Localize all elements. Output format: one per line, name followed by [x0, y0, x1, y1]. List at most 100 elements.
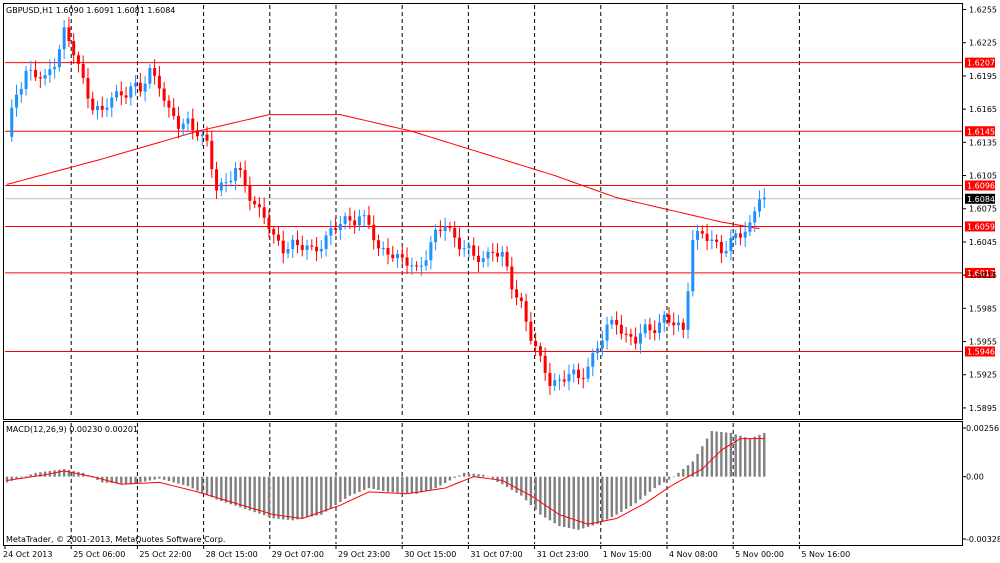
candle-body	[91, 98, 95, 111]
candle-body	[434, 229, 438, 243]
macd-bar	[143, 476, 147, 482]
candle-body	[148, 68, 152, 84]
candle-body	[43, 75, 47, 79]
candle-body	[686, 291, 690, 330]
candle-body	[315, 246, 319, 252]
candle-body	[372, 224, 376, 241]
time-axis: 24 Oct 2013 25 Oct 06:00 25 Oct 22:00 28 Oc…	[3, 545, 850, 559]
macd-bar	[701, 446, 704, 477]
price-tick-label: 1.6015	[969, 271, 997, 280]
candle-body	[115, 91, 119, 98]
candle-body	[234, 168, 238, 181]
macd-bar	[748, 438, 752, 477]
macd-bar	[410, 476, 414, 494]
candle-body	[572, 369, 576, 375]
macd-bar	[305, 476, 309, 518]
candle-body	[15, 94, 19, 108]
candle-body	[124, 95, 128, 98]
candle-body	[196, 130, 199, 137]
candle-body	[491, 251, 495, 253]
macd-bar	[343, 476, 347, 499]
price-tick-label: 1.6105	[969, 172, 997, 181]
macd-bar	[520, 476, 523, 496]
macd-tick-label: -0.00328	[966, 535, 1000, 544]
macd-bar	[715, 431, 718, 477]
macd-bar	[453, 476, 456, 478]
candle-body	[376, 240, 380, 249]
macd-bar	[134, 476, 137, 484]
macd-bar	[424, 476, 428, 491]
macd-bar	[267, 476, 271, 517]
macd-bar	[463, 472, 466, 477]
candle-body	[677, 322, 681, 326]
candle-body	[319, 249, 323, 252]
macd-bar	[591, 476, 594, 526]
macd-bar	[339, 476, 342, 502]
candle-body	[276, 234, 280, 241]
macd-bar	[653, 476, 656, 489]
macd-bar	[286, 476, 290, 520]
macd-bar	[205, 476, 209, 496]
candle-body	[324, 235, 328, 250]
candle-body	[129, 86, 133, 98]
signal-path	[6, 438, 765, 525]
candle-body	[638, 333, 642, 344]
macd-bar	[196, 476, 199, 491]
macd-bar	[401, 476, 404, 493]
macd-bar	[539, 476, 542, 515]
candle-body	[391, 254, 395, 259]
candle-body	[186, 118, 190, 124]
macd-bar	[20, 476, 23, 478]
macd-bar	[262, 476, 266, 516]
candle-body	[334, 228, 338, 230]
macd-bar	[696, 453, 699, 477]
candle-body	[305, 245, 309, 250]
macd-bar	[148, 476, 152, 481]
macd-bar	[643, 476, 647, 496]
candle-body	[486, 251, 490, 259]
macd-bar	[753, 436, 756, 477]
macd-bar	[239, 476, 242, 508]
macd-bar	[624, 476, 628, 509]
horizontal-levels[interactable]	[5, 62, 962, 352]
macd-bar	[253, 476, 256, 513]
macd-bar	[743, 437, 747, 477]
macd-bar	[120, 476, 123, 484]
candle-body	[453, 228, 457, 238]
macd-bar	[296, 476, 299, 520]
candle-body	[243, 170, 247, 186]
candle-body	[681, 322, 685, 330]
candle-body	[553, 380, 557, 386]
candle-body	[467, 245, 471, 249]
macd-bar	[477, 474, 480, 477]
candle-body	[519, 297, 523, 302]
candle-body	[472, 245, 476, 256]
macd-bar	[177, 476, 180, 484]
price-tick-label: 1.6045	[969, 238, 997, 247]
candle-body	[457, 237, 461, 250]
candle-body	[396, 254, 400, 259]
candle-body	[10, 107, 14, 137]
macd-bar	[682, 469, 685, 477]
macd-bar	[620, 476, 623, 512]
price-axis: 1.6207 1.6145 1.6096 1.6059 1.6017 1.5946 1.60…	[962, 6, 1000, 544]
macd-bar	[220, 476, 223, 502]
macd-bar	[634, 476, 637, 504]
macd-bar	[105, 476, 109, 483]
macd-bar	[320, 476, 323, 515]
candle-body	[738, 233, 742, 238]
candle-body	[205, 134, 209, 141]
candle-body	[624, 333, 628, 335]
macd-bar	[672, 476, 675, 478]
macd-bar	[710, 431, 714, 477]
time-tick-label: 28 Oct 15:00	[206, 550, 258, 559]
level-price-tag	[965, 180, 995, 191]
time-tick-label: 5 Nov 00:00	[735, 550, 784, 559]
candle-body	[48, 69, 52, 76]
macd-bar	[315, 476, 318, 516]
macd-bar	[201, 476, 204, 493]
candle-body	[586, 366, 590, 379]
macd-bar	[567, 476, 571, 528]
candle-body	[272, 229, 276, 235]
